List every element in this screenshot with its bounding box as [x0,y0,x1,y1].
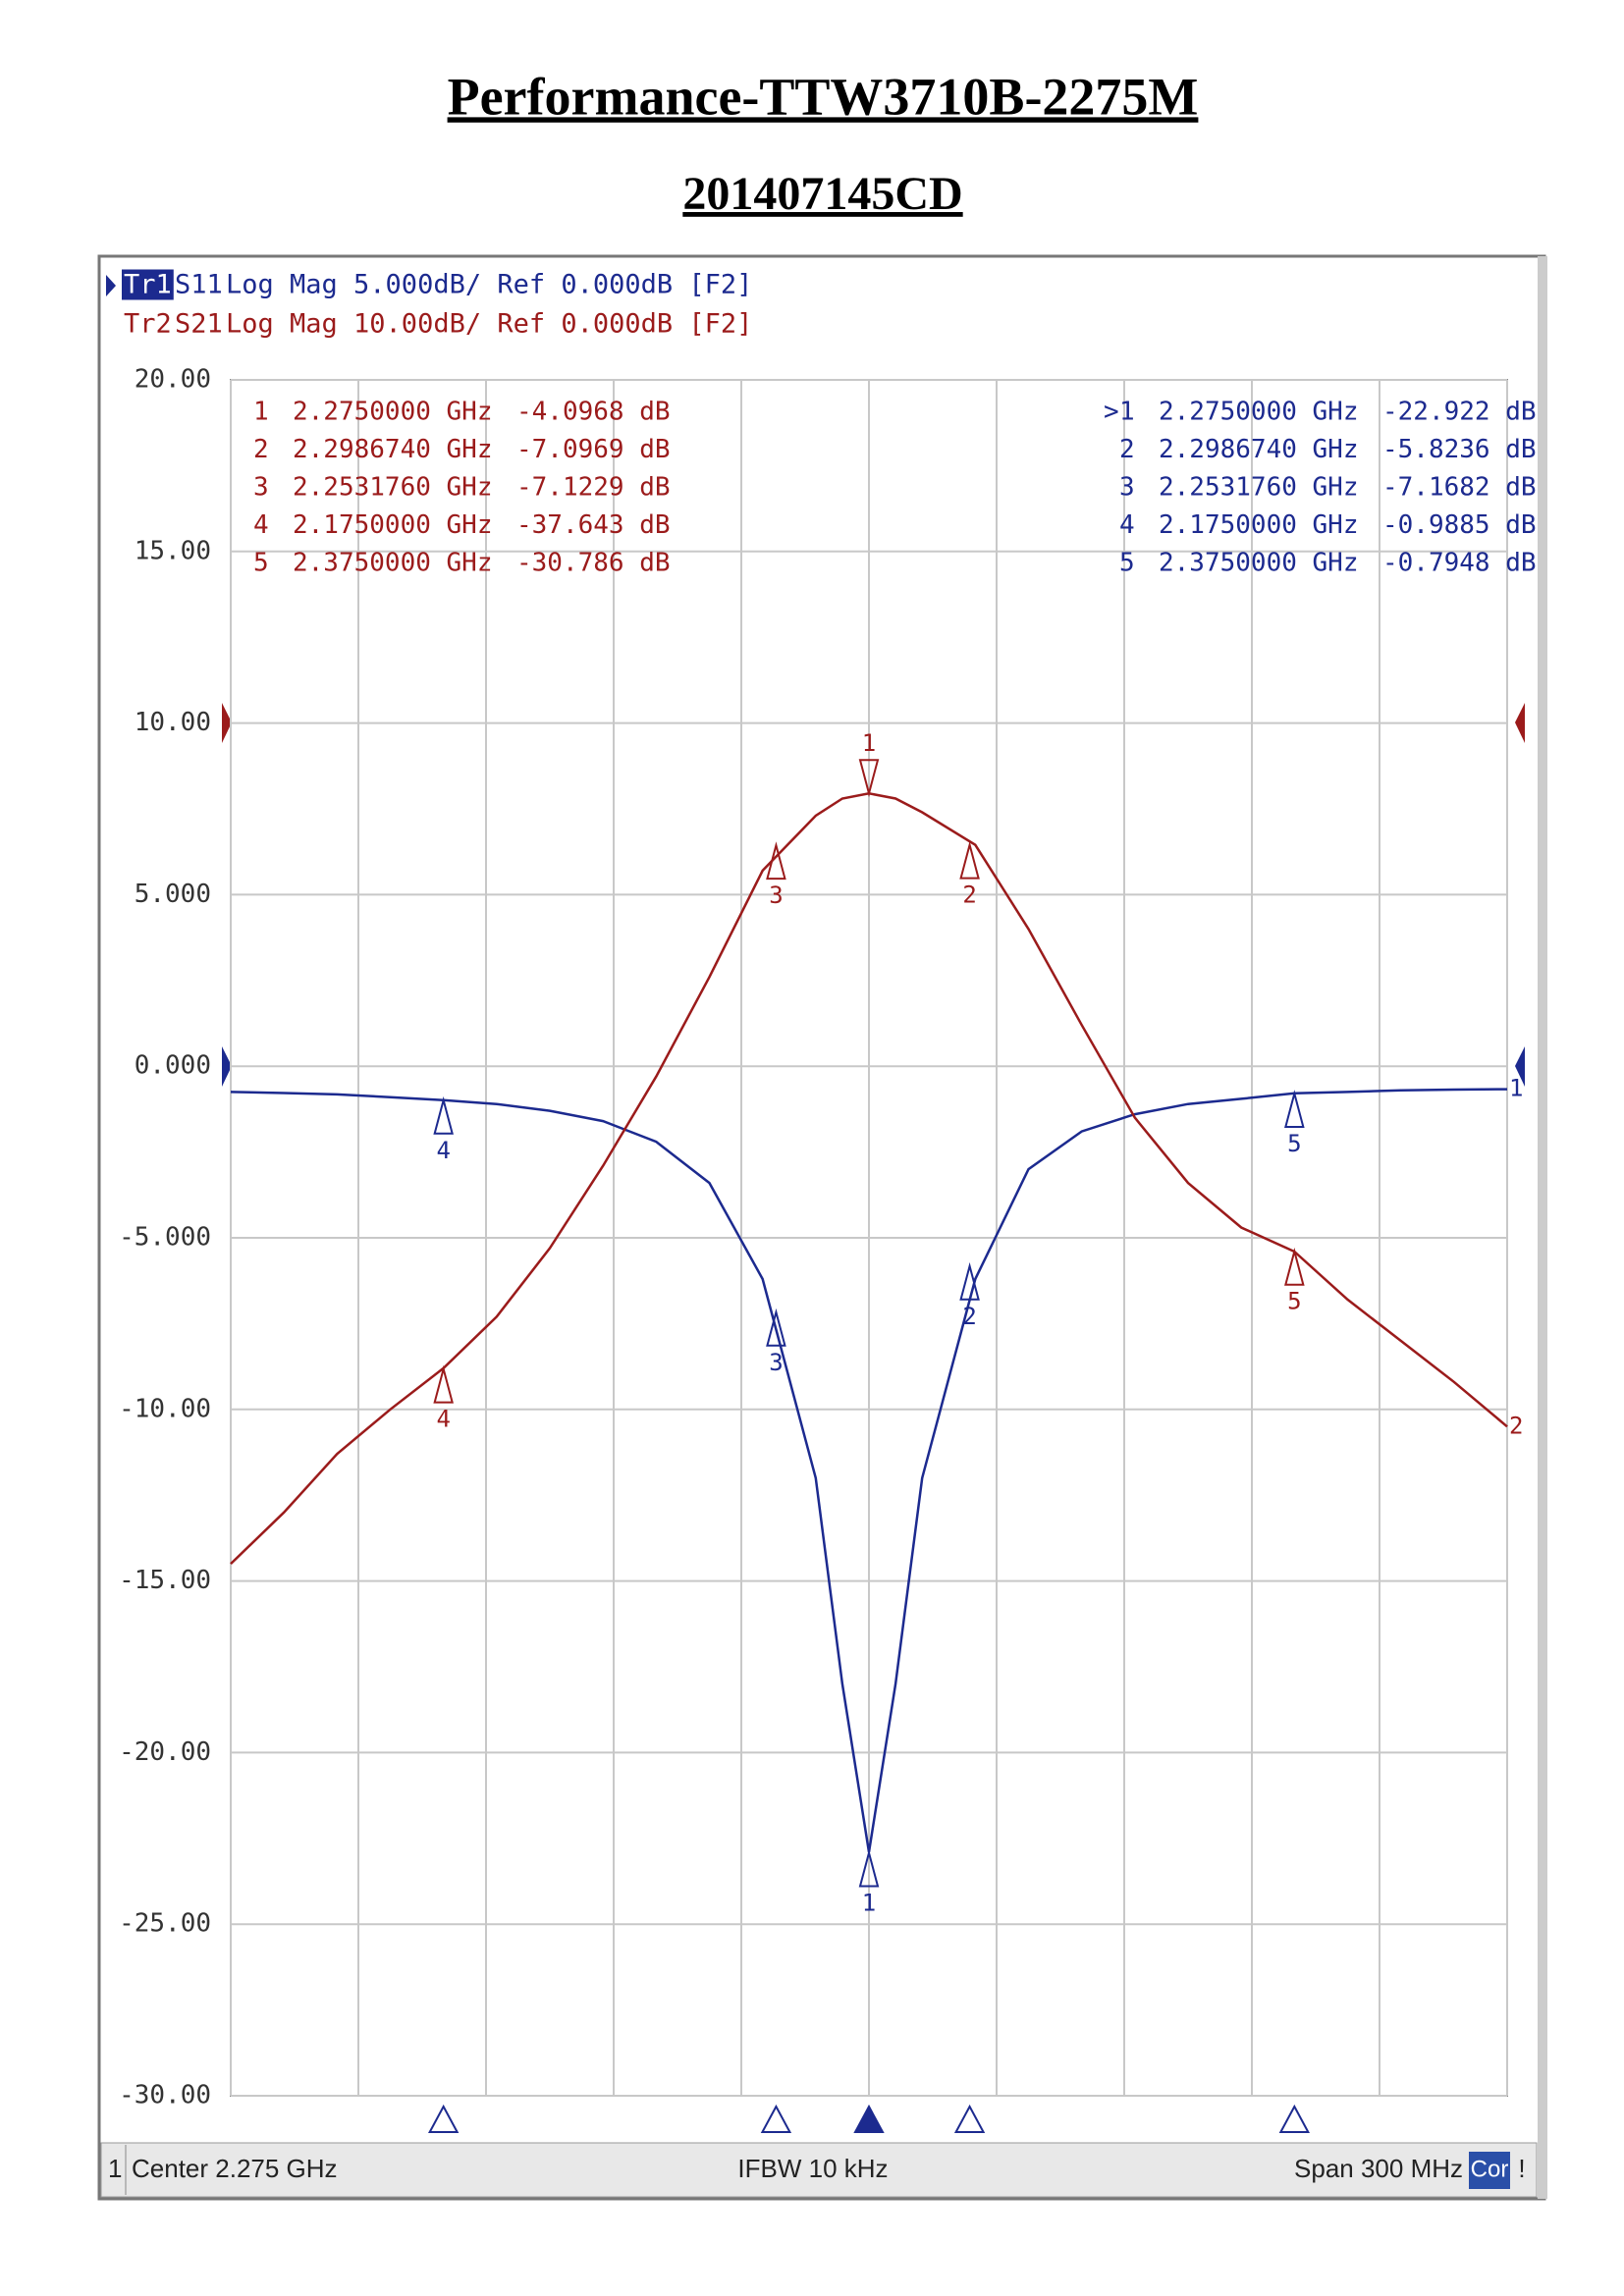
marker-id: 1 [862,1890,876,1917]
marker-table-value: -22.922 dB [1382,398,1537,427]
ref-arrow [1515,703,1525,743]
trace-highlight [122,269,174,300]
marker-table-id: 4 [253,510,269,540]
footer-channel: 1 [108,2154,122,2183]
trace-format: Log Mag 10.00dB/ Ref 0.000dB [F2] [226,309,752,340]
y-tick-label: 20.00 [135,365,211,395]
marker-table-id: 5 [253,549,269,578]
trace-end-label: 1 [1509,1075,1523,1102]
trace-name: S21 [175,309,223,340]
footer-cor: Cor [1471,2156,1509,2182]
y-tick-label: -20.00 [119,1737,211,1767]
marker-table-value: -0.7948 dB [1382,549,1537,578]
marker-table-freq: 2.2750000 GHz [1159,398,1359,427]
marker-position [1278,2104,1311,2133]
y-tick-label: -25.00 [119,1909,211,1939]
marker [766,1308,786,1347]
footer-bar [100,2142,1538,2198]
footer-span: Span 300 MHz [1294,2154,1463,2183]
footer-ifbw: IFBW 10 kHz [737,2154,888,2183]
marker-position [853,2104,885,2133]
marker-id: 2 [962,1303,976,1330]
marker-table-id: 2 [1119,435,1135,464]
marker [766,841,786,881]
trace-format: Log Mag 5.000dB/ Ref 0.000dB [F2] [226,270,752,300]
ref-arrow [222,1046,232,1087]
marker [959,1261,980,1301]
y-tick-label: 0.000 [135,1051,211,1081]
marker-id: 2 [962,881,976,909]
marker-table-freq: 2.2986740 GHz [293,435,493,464]
footer-center: Center 2.275 GHz [132,2154,338,2183]
ref-arrow [222,703,232,743]
marker [1284,1247,1305,1286]
cor-box [1469,2152,1510,2189]
marker-table-value: -4.0968 dB [516,398,671,427]
marker-table-id: 5 [1119,549,1135,578]
marker-table-freq: 2.2531760 GHz [1159,473,1359,503]
footer-status: ! [1518,2154,1525,2183]
marker [1284,1090,1305,1128]
marker [959,840,980,880]
marker-id: 5 [1287,1130,1301,1157]
marker-table-value: -7.1682 dB [1382,473,1537,503]
trace-end-label: 2 [1509,1412,1523,1439]
marker-table-id: 3 [1119,473,1135,503]
marker-table-freq: 2.2750000 GHz [293,398,493,427]
ref-arrow [1515,1046,1525,1087]
marker-table-value: -0.9885 dB [1382,510,1537,540]
marker-table-freq: 2.3750000 GHz [293,549,493,578]
marker-table-value: -30.786 dB [516,549,671,578]
y-tick-label: 15.00 [135,536,211,565]
trace-id: Tr2 [124,309,172,340]
marker-table-freq: 2.3750000 GHz [1159,549,1359,578]
marker-table-value: -7.1229 dB [516,473,671,503]
trace-id: Tr1 [124,270,172,300]
marker-table-id: 2 [253,435,269,464]
y-tick-label: 5.000 [135,880,211,909]
marker-position [427,2104,460,2133]
y-tick-label: -15.00 [119,1566,211,1595]
marker-position [760,2104,792,2133]
marker-id: 4 [436,1137,450,1164]
marker [433,1364,454,1404]
y-tick-label: -5.000 [119,1223,211,1253]
page-title: Performance-TTW3710B-2275M [448,67,1199,126]
marker-id: 1 [862,729,876,757]
marker-table-freq: 2.2531760 GHz [293,473,493,503]
marker-id: 3 [769,1349,783,1376]
y-tick-label: -30.00 [119,2081,211,2110]
marker-position [953,2104,986,2133]
marker [858,759,880,798]
marker-table-value: -5.8236 dB [1382,435,1537,464]
marker-table-freq: 2.1750000 GHz [293,510,493,540]
marker-active: > [1104,398,1119,427]
marker-table-id: 1 [253,398,269,427]
marker-table-freq: 2.2986740 GHz [1159,435,1359,464]
marker-table-id: 4 [1119,510,1135,540]
marker-table-value: -37.643 dB [516,510,671,540]
y-tick-label: 10.00 [135,708,211,737]
active-trace-arrow [106,275,116,296]
marker-table-value: -7.0969 dB [516,435,671,464]
marker [433,1095,454,1135]
marker [858,1848,880,1888]
page-subtitle: 201407145CD [682,168,962,220]
marker-id: 5 [1287,1288,1301,1315]
marker-id: 4 [436,1406,450,1433]
frame-edge [1538,256,1547,2199]
marker-table-id: 1 [1119,398,1135,427]
trace-name: S11 [175,270,223,300]
y-tick-label: -10.00 [119,1394,211,1423]
marker-id: 3 [769,881,783,909]
marker-table-freq: 2.1750000 GHz [1159,510,1359,540]
marker-table-id: 3 [253,473,269,503]
